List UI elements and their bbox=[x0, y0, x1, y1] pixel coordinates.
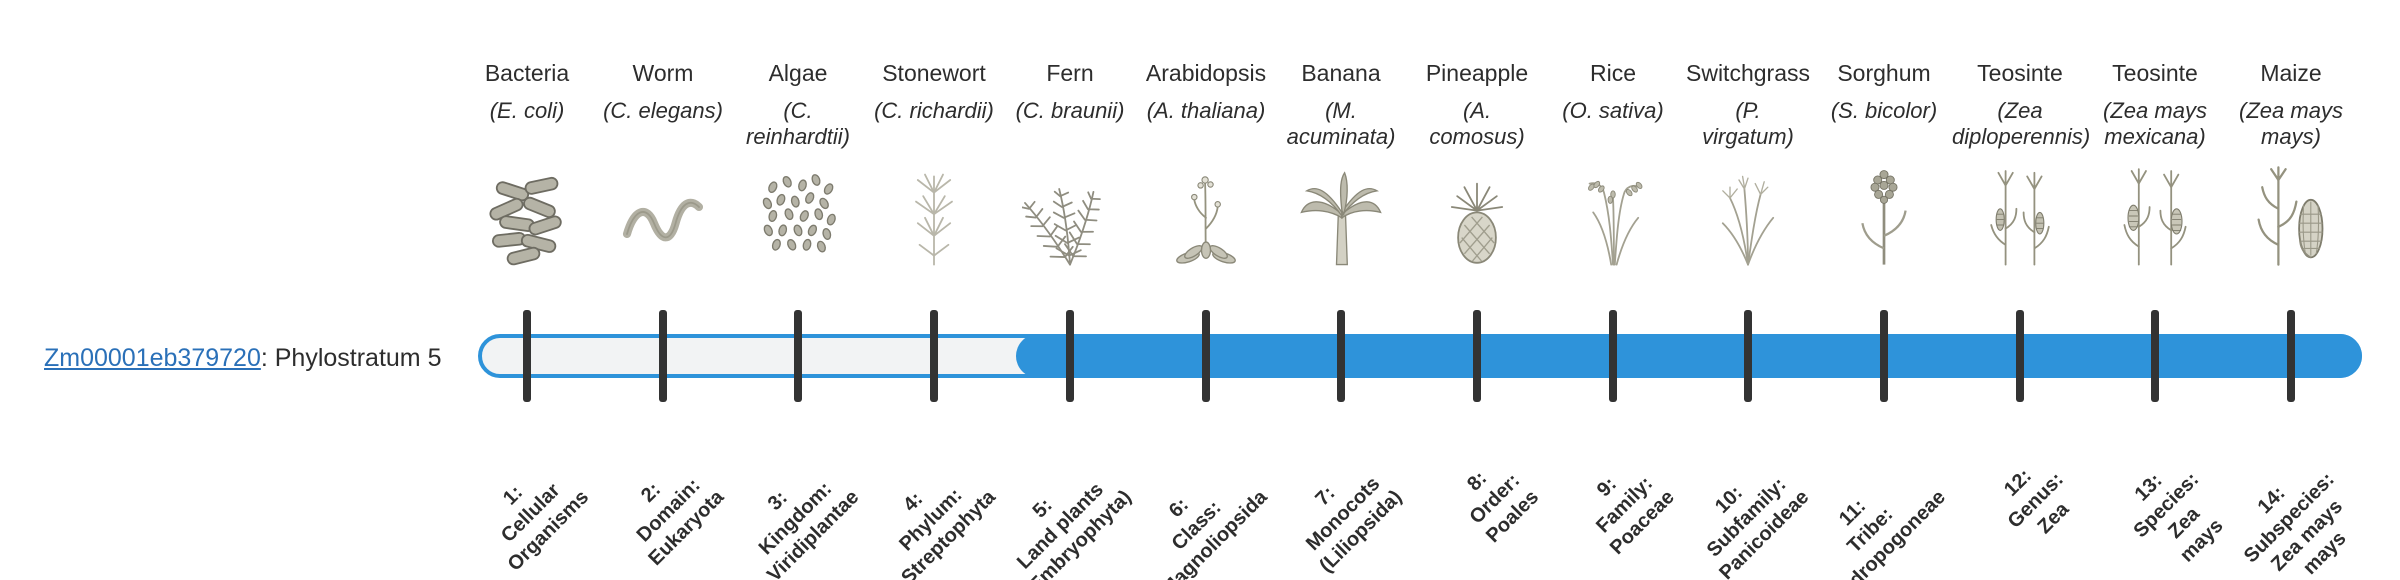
organism-scientific-name: (M. acuminata) bbox=[1286, 97, 1396, 150]
organism-column-rice: Rice (O. sativa) bbox=[1545, 40, 1681, 574]
worm-illustration bbox=[595, 158, 731, 270]
phylostratum-tick-5 bbox=[1066, 310, 1074, 402]
organism-scientific-name: (C. elegans) bbox=[603, 97, 723, 123]
sorghum-illustration bbox=[1816, 158, 1952, 270]
organism-name: Worm bbox=[632, 60, 694, 86]
teosinte-diploperennis-illustration bbox=[1952, 158, 2088, 270]
gene-id-link[interactable]: Zm00001eb379720 bbox=[44, 344, 261, 372]
phylostratum-label-9: 9: Family: Poaceae bbox=[1591, 472, 1679, 560]
organism-scientific-name: (C. braunii) bbox=[1015, 97, 1125, 123]
organism-name: Banana bbox=[1301, 60, 1381, 86]
organism-name: Bacteria bbox=[484, 60, 570, 86]
fern-illustration bbox=[1002, 158, 1138, 270]
phylostratum-tick-8 bbox=[1473, 310, 1481, 402]
phylostratum-label-5: 5: Land plants (Embryophyta) bbox=[1012, 478, 1136, 580]
phylostratum-label-14: 14: Subspecies: Zea mays mays bbox=[2240, 468, 2351, 580]
phylostratum-label-2: 2: Domain: Eukaryota bbox=[632, 474, 729, 571]
organism-name: Pineapple bbox=[1425, 60, 1529, 86]
organism-name: Teosinte bbox=[2112, 60, 2198, 86]
organism-column-worm: Worm (C. elegans) 2: Domain: Eukaryota bbox=[595, 40, 731, 574]
organism-scientific-name: (Zea mays mexicana) bbox=[2103, 97, 2207, 150]
organism-name: Sorghum bbox=[1837, 60, 1931, 86]
organism-column-algae: Algae (C. reinhardtii) bbox=[730, 40, 866, 580]
organism-column-banana: Banana (M. acuminata) 7: Monocots (Lilio… bbox=[1273, 40, 1409, 577]
banana-illustration bbox=[1273, 158, 1409, 270]
organism-column-pineapple: Pineapple (A. comosus) 8: Order: Poales bbox=[1409, 40, 1545, 574]
organism-name: Stonewort bbox=[882, 60, 986, 86]
phylostratum-label-3: 3: Kingdom: Viridiplantae bbox=[755, 477, 864, 580]
phylostratum-label-1: 1: Cellular Organisms bbox=[496, 479, 593, 576]
organism-column-teosinte-diploperennis: Teosinte (Zea diploperennis) bbox=[1952, 40, 2091, 574]
teosinte-mexicana-illustration bbox=[2087, 158, 2223, 270]
phylostratum-tick-13 bbox=[2151, 310, 2159, 402]
organism-name: Algae bbox=[768, 60, 828, 86]
gene-annotation: : Phylostratum 5 bbox=[260, 344, 442, 372]
organism-scientific-name: (P. virgatum) bbox=[1702, 97, 1794, 150]
organism-name: Fern bbox=[1046, 60, 1094, 86]
organism-scientific-name: (C. richardii) bbox=[874, 97, 994, 123]
phylostratum-label-7: 7: Monocots (Liliopsida) bbox=[1302, 472, 1407, 578]
phylostratum-tick-1 bbox=[523, 310, 531, 402]
organism-scientific-name: (E. coli) bbox=[489, 97, 565, 123]
phylostratum-tick-4 bbox=[930, 310, 938, 402]
organism-column-fern: Fern (C. braunii) bbox=[1002, 40, 1138, 580]
organism-name: Rice bbox=[1589, 60, 1636, 86]
rice-illustration bbox=[1545, 158, 1681, 270]
organism-column-switchgrass: Switchgrass (P. virgatum) 10: Subfamily bbox=[1680, 40, 1816, 580]
organism-column-teosinte-mexicana: Teosinte (Zea mays mexicana) bbox=[2087, 40, 2227, 574]
phylostratum-tick-12 bbox=[2016, 310, 2024, 402]
organism-name: Switchgrass bbox=[1686, 60, 1810, 86]
phylostratum-tick-6 bbox=[1202, 310, 1210, 402]
phylostratum-tick-10 bbox=[1744, 310, 1752, 402]
phylostratum-tick-9 bbox=[1609, 310, 1617, 402]
phylostratum-tick-11 bbox=[1880, 310, 1888, 402]
organism-name: Arabidopsis bbox=[1145, 60, 1267, 86]
phylostratum-tick-3 bbox=[794, 310, 802, 402]
organism-column-maize: Maize (Zea mays mays) bbox=[2223, 40, 2359, 579]
phylostratum-tick-14 bbox=[2287, 310, 2295, 402]
arabidopsis-illustration bbox=[1138, 158, 1274, 270]
gene-label: Zm00001eb379720: Phylostratum 5 bbox=[44, 344, 442, 373]
phylostrata-bar-fill bbox=[1016, 334, 2362, 378]
organism-column-bacteria: Bacteria (E. coli) 1: Cellular Organisms bbox=[459, 40, 595, 576]
phylostratum-tick-7 bbox=[1337, 310, 1345, 402]
phylostratum-label-8: 8: Order: Poales bbox=[1462, 467, 1543, 548]
bacteria-illustration bbox=[459, 158, 595, 270]
organism-name: Maize bbox=[2260, 60, 2322, 86]
organism-column-arabidopsis: Arabidopsis (A. thaliana) bbox=[1138, 40, 1274, 580]
organism-column-sorghum: Sorghum (S. bicolor) 11: Tribe: Andropog… bbox=[1816, 40, 1952, 580]
phylostratum-label-12: 12: Genus: Zea bbox=[2000, 464, 2074, 539]
organism-scientific-name: (Zea mays mays) bbox=[2239, 97, 2343, 150]
stonewort-illustration bbox=[866, 158, 1002, 270]
phylostratum-label-13: 13: Species: Zea mays bbox=[2129, 468, 2228, 567]
organism-name: Teosinte bbox=[1977, 60, 2063, 86]
pineapple-illustration bbox=[1409, 158, 1545, 270]
algae-illustration bbox=[730, 158, 866, 270]
switchgrass-illustration bbox=[1680, 158, 1816, 270]
organism-scientific-name: (A. comosus) bbox=[1429, 97, 1525, 150]
organism-scientific-name: (O. sativa) bbox=[1562, 97, 1664, 123]
phylostratum-tick-2 bbox=[659, 310, 667, 402]
organism-column-stonewort: Stonewort (C. richardii) 4: Phylum: Stre… bbox=[866, 40, 1002, 580]
organism-scientific-name: (Zea diploperennis) bbox=[1952, 97, 2091, 150]
phylostratum-label-4: 4: Phylum: Streptophyta bbox=[894, 484, 1000, 580]
phylostrata-bar-track bbox=[478, 334, 2362, 378]
phylostratum-label-6: 6: Class: Magnoliopsida bbox=[1157, 486, 1272, 580]
maize-illustration bbox=[2223, 158, 2359, 270]
organism-scientific-name: (S. bicolor) bbox=[1830, 97, 1938, 123]
organism-scientific-name: (C. reinhardtii) bbox=[746, 97, 850, 150]
organism-scientific-name: (A. thaliana) bbox=[1146, 97, 1266, 123]
